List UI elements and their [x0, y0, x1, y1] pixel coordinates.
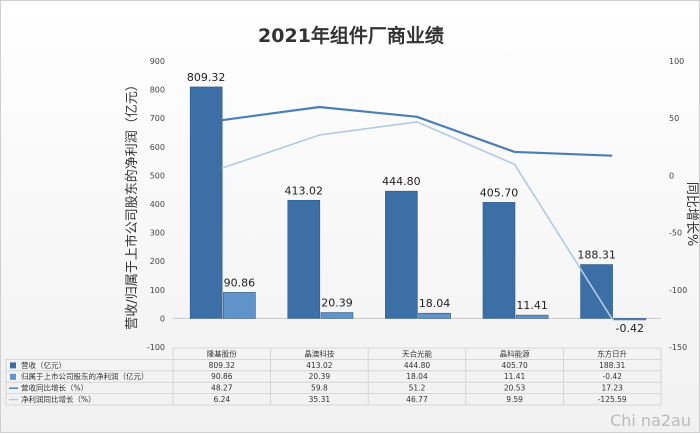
table-category: 东方日升 [597, 348, 627, 358]
y-tick-label: 0 [160, 314, 165, 323]
data-label: 18.04 [419, 297, 451, 310]
data-label: 405.70 [480, 186, 519, 199]
legend-label: 归属于上市公司股东的净利润（亿元） [21, 371, 149, 381]
bar-revenue [385, 190, 418, 319]
bar-profit [515, 314, 549, 319]
y-tick-label: 600 [150, 143, 165, 152]
table-category: 晶科能源 [500, 348, 530, 358]
y2-tick-label: 100 [669, 57, 684, 66]
y-tick-label: 100 [150, 286, 165, 295]
table-value: 35.31 [309, 395, 331, 404]
legend-label: 营收同比增长（%） [21, 383, 88, 393]
line-revenue-growth [221, 105, 613, 157]
bar-revenue [287, 199, 321, 319]
table-value: 46.77 [406, 395, 428, 404]
y-tick-label: 300 [150, 229, 165, 238]
chart-title: 2021年组件厂商业绩 [258, 25, 444, 47]
bar-revenue [482, 202, 516, 319]
data-label: 90.86 [224, 276, 256, 289]
y-tick-label: 200 [150, 257, 165, 266]
data-label: 11.41 [516, 299, 548, 312]
table-value: 6.24 [213, 395, 230, 404]
table-value: 188.31 [599, 361, 625, 370]
legend-label: 净利润同比增长（%） [21, 394, 96, 404]
data-label: 188.31 [577, 249, 616, 262]
line-profit-growth [221, 121, 613, 320]
data-label: 20.39 [321, 297, 353, 310]
table-value: 809.32 [209, 361, 235, 370]
table-category: 天合光能 [402, 348, 432, 358]
table-value: 48.27 [211, 384, 233, 393]
table-value: 9.59 [506, 395, 523, 404]
y2-tick-label: -100 [669, 286, 687, 295]
table-value: 20.53 [504, 384, 526, 393]
table-value: 444.80 [404, 361, 430, 370]
table-value: 59.8 [311, 384, 328, 393]
table-value: 413.02 [306, 361, 332, 370]
table-category: 晶澳科技 [304, 348, 334, 358]
data-label: 444.80 [382, 175, 421, 188]
table-value: 18.04 [406, 372, 428, 381]
data-label: -0.42 [616, 322, 644, 335]
table-value: 405.70 [501, 361, 527, 370]
y-tick-label: 800 [150, 86, 165, 95]
y-tick-label: 400 [150, 200, 165, 209]
table-value: 11.41 [504, 372, 526, 381]
bar-profit [613, 318, 647, 321]
data-label: 809.32 [187, 71, 226, 84]
table-category: 隆基股份 [207, 348, 237, 358]
y-tick-label: 900 [150, 57, 165, 66]
y2-tick-label: -150 [669, 343, 687, 352]
table-value: 90.86 [211, 372, 233, 381]
legend-swatch [10, 373, 16, 380]
bar-profit [223, 292, 256, 319]
y2-tick-label: 0 [669, 171, 674, 180]
watermark: Chi na2au [610, 411, 691, 430]
table-value: 51.2 [409, 384, 426, 393]
table-value: -125.59 [598, 395, 627, 404]
legend-label: 营收（亿元） [21, 360, 66, 370]
table-value: 20.39 [309, 372, 331, 381]
table-value: 17.23 [601, 384, 623, 393]
bar-profit [320, 312, 354, 319]
y-tick-label: -100 [147, 343, 165, 352]
bar-revenue [580, 264, 613, 319]
bar-profit [418, 312, 451, 319]
table-value: -0.42 [602, 372, 622, 381]
y-tick-label: 700 [150, 114, 165, 123]
y2-axis-title: 同比增长% [684, 182, 699, 246]
y2-tick-label: -50 [669, 229, 682, 238]
legend-swatch [10, 362, 16, 369]
y-axis-title: 营收/归属于上市公司股东的净利润（亿元） [124, 78, 140, 329]
y2-tick-label: 50 [669, 114, 679, 123]
data-label: 413.02 [285, 184, 324, 197]
bar-revenue [189, 86, 223, 319]
y-tick-label: 500 [150, 171, 165, 180]
